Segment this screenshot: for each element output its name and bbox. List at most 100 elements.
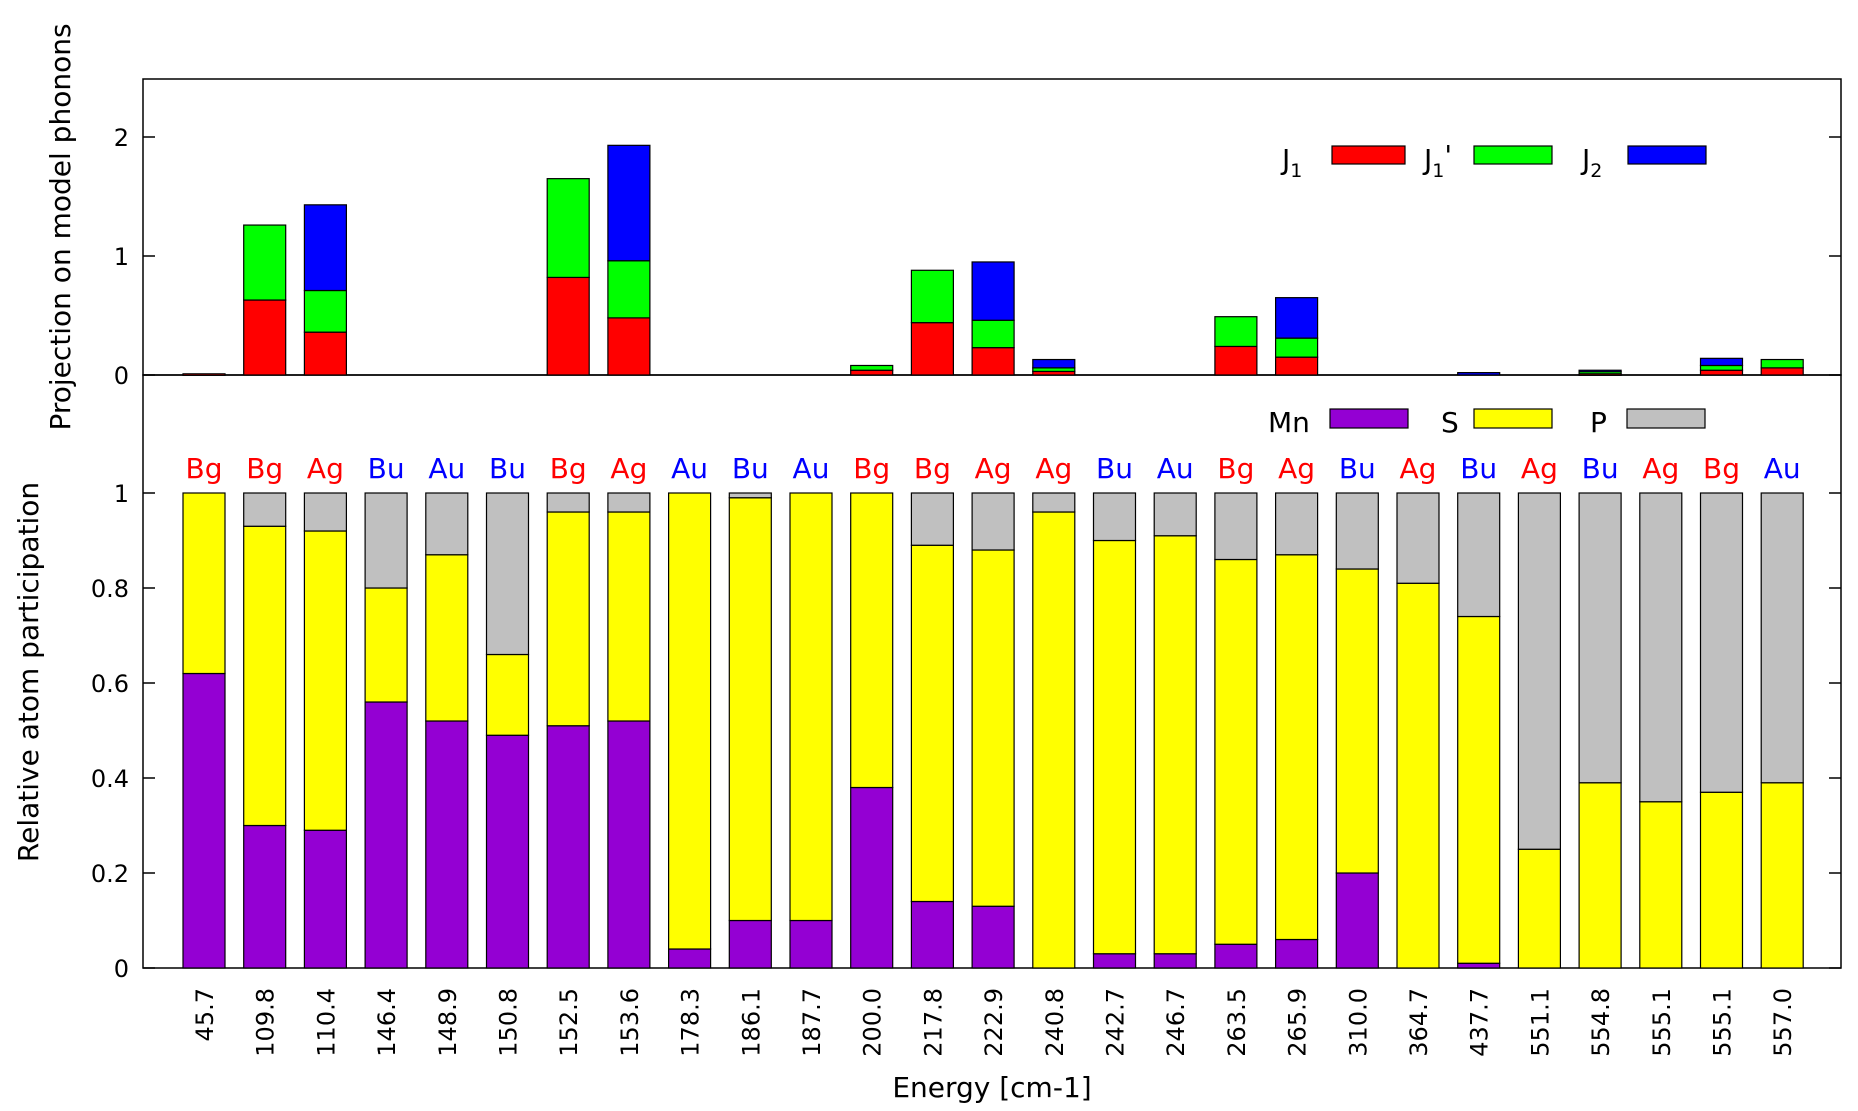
bar-S xyxy=(1214,558,1258,945)
bottom-ylabel: Relative atom participation xyxy=(12,482,45,862)
symmetry-label: Bg xyxy=(914,452,951,485)
bar-S xyxy=(1335,568,1379,874)
top-bar-J1p xyxy=(243,224,287,301)
bar-S xyxy=(1699,791,1744,969)
bar-S xyxy=(850,492,894,789)
bar-P xyxy=(1032,492,1076,513)
xtick-label: 364.7 xyxy=(1405,988,1433,1057)
symmetry-label: Ag xyxy=(610,452,647,485)
bar-P xyxy=(1274,492,1319,556)
xtick-label: 150.8 xyxy=(495,988,523,1057)
xtick-label: 240.8 xyxy=(1041,988,1069,1057)
bar-P xyxy=(1699,492,1744,793)
top-bar-J1 xyxy=(1214,345,1258,376)
top-bar-J1p xyxy=(1699,364,1744,371)
xtick-label: 222.9 xyxy=(980,988,1008,1057)
bar-S xyxy=(182,492,226,675)
bottom-ytick-label: 0.8 xyxy=(91,575,129,603)
xtick-label: 200.0 xyxy=(859,988,887,1057)
top-ytick-label: 2 xyxy=(114,124,129,152)
bottom-ytick-label: 0 xyxy=(114,955,129,983)
bar-Mn xyxy=(607,720,651,969)
legend-swatch-J1 xyxy=(1331,145,1406,165)
bar-S xyxy=(1153,535,1197,955)
top-bar-J1p xyxy=(1760,358,1804,369)
top-bar-J1 xyxy=(303,331,347,376)
top-bar-J2 xyxy=(1032,358,1076,369)
legend-swatch-Mn xyxy=(1329,408,1409,429)
xtick-label: 555.1 xyxy=(1709,988,1737,1057)
symmetry-label: Bu xyxy=(368,452,405,485)
bar-S xyxy=(1517,848,1562,969)
bar-S xyxy=(971,549,1015,907)
bar-P xyxy=(425,492,469,556)
symmetry-label: Bg xyxy=(1217,452,1254,485)
legend-swatch-P xyxy=(1626,408,1706,429)
top-ytick-label: 1 xyxy=(114,243,129,271)
bar-P xyxy=(910,492,955,546)
top-bar-J2 xyxy=(1274,297,1319,339)
bar-P xyxy=(1760,492,1804,784)
bar-S xyxy=(1457,615,1501,964)
bar-P xyxy=(1153,492,1197,537)
bar-P xyxy=(364,492,408,589)
bar-P xyxy=(1214,492,1258,561)
bar-P xyxy=(728,492,772,499)
bar-S xyxy=(728,497,772,922)
bar-S xyxy=(789,492,833,922)
xtick-label: 178.3 xyxy=(677,988,705,1057)
symmetry-label: Bu xyxy=(489,452,526,485)
top-bar-J2 xyxy=(303,204,347,292)
symmetry-labels: Bg Bg Ag Bu Au Bu Bg Ag Au Bu Au Bg Bg Ag Ag Bu Au Bg Ag Bu… xyxy=(186,452,1801,485)
top-bar-J1 xyxy=(546,276,590,376)
bar-P xyxy=(1639,492,1683,803)
top-ylabel: Projection on model phonons xyxy=(44,23,77,430)
top-bar-J2 xyxy=(971,261,1015,321)
top-bars xyxy=(182,144,1804,376)
top-bar-J1 xyxy=(182,373,226,376)
bar-Mn xyxy=(303,829,347,969)
symmetry-label: Ag xyxy=(1642,452,1679,485)
top-legend: J1 J1' J2 xyxy=(1280,139,1707,182)
bottom-ytick-label: 0.2 xyxy=(91,860,129,888)
bottom-ytick-label: 0.4 xyxy=(91,765,129,793)
symmetry-label: Bg xyxy=(246,452,283,485)
bar-Mn xyxy=(1092,953,1137,969)
xtick-label: 554.8 xyxy=(1587,988,1615,1057)
top-bar-J1 xyxy=(243,299,287,376)
top-bar-J1 xyxy=(1699,369,1744,376)
xtick-label: 310.0 xyxy=(1344,988,1372,1057)
legend-label-P: P xyxy=(1590,406,1607,439)
bar-S xyxy=(546,511,590,727)
xtick-label: 242.7 xyxy=(1102,988,1130,1057)
legend-label-Mn: Mn xyxy=(1268,406,1310,439)
xtick-label: 217.8 xyxy=(919,988,947,1057)
bar-S xyxy=(485,653,530,736)
symmetry-label: Au xyxy=(1157,452,1194,485)
top-bar-J1p xyxy=(1274,337,1319,358)
top-bar-J2 xyxy=(1578,369,1622,373)
top-bar-J1p xyxy=(850,364,894,371)
bar-S xyxy=(1578,782,1622,969)
symmetry-label: Ag xyxy=(1035,452,1072,485)
bar-P xyxy=(1457,492,1501,618)
symmetry-label: Bu xyxy=(1460,452,1497,485)
xtick-label: 263.5 xyxy=(1223,988,1251,1057)
symmetry-label: Au xyxy=(671,452,708,485)
top-bar-J2 xyxy=(1457,372,1501,376)
bar-Mn xyxy=(850,786,894,969)
bar-Mn xyxy=(485,734,530,969)
bar-P xyxy=(1335,492,1379,570)
top-bar-J1p xyxy=(607,260,651,319)
bar-Mn xyxy=(182,672,226,969)
bar-P xyxy=(1092,492,1137,542)
bar-P xyxy=(1578,492,1622,784)
symmetry-label: Ag xyxy=(307,452,344,485)
xtick-label: 148.9 xyxy=(434,988,462,1057)
bar-Mn xyxy=(1214,943,1258,969)
bottom-axis-ticks: 0 0.2 0.4 0.6 0.8 1 xyxy=(91,480,1841,983)
xtick-label: 110.4 xyxy=(312,988,340,1057)
symmetry-label: Ag xyxy=(975,452,1012,485)
xtick-label: 186.1 xyxy=(737,988,765,1057)
